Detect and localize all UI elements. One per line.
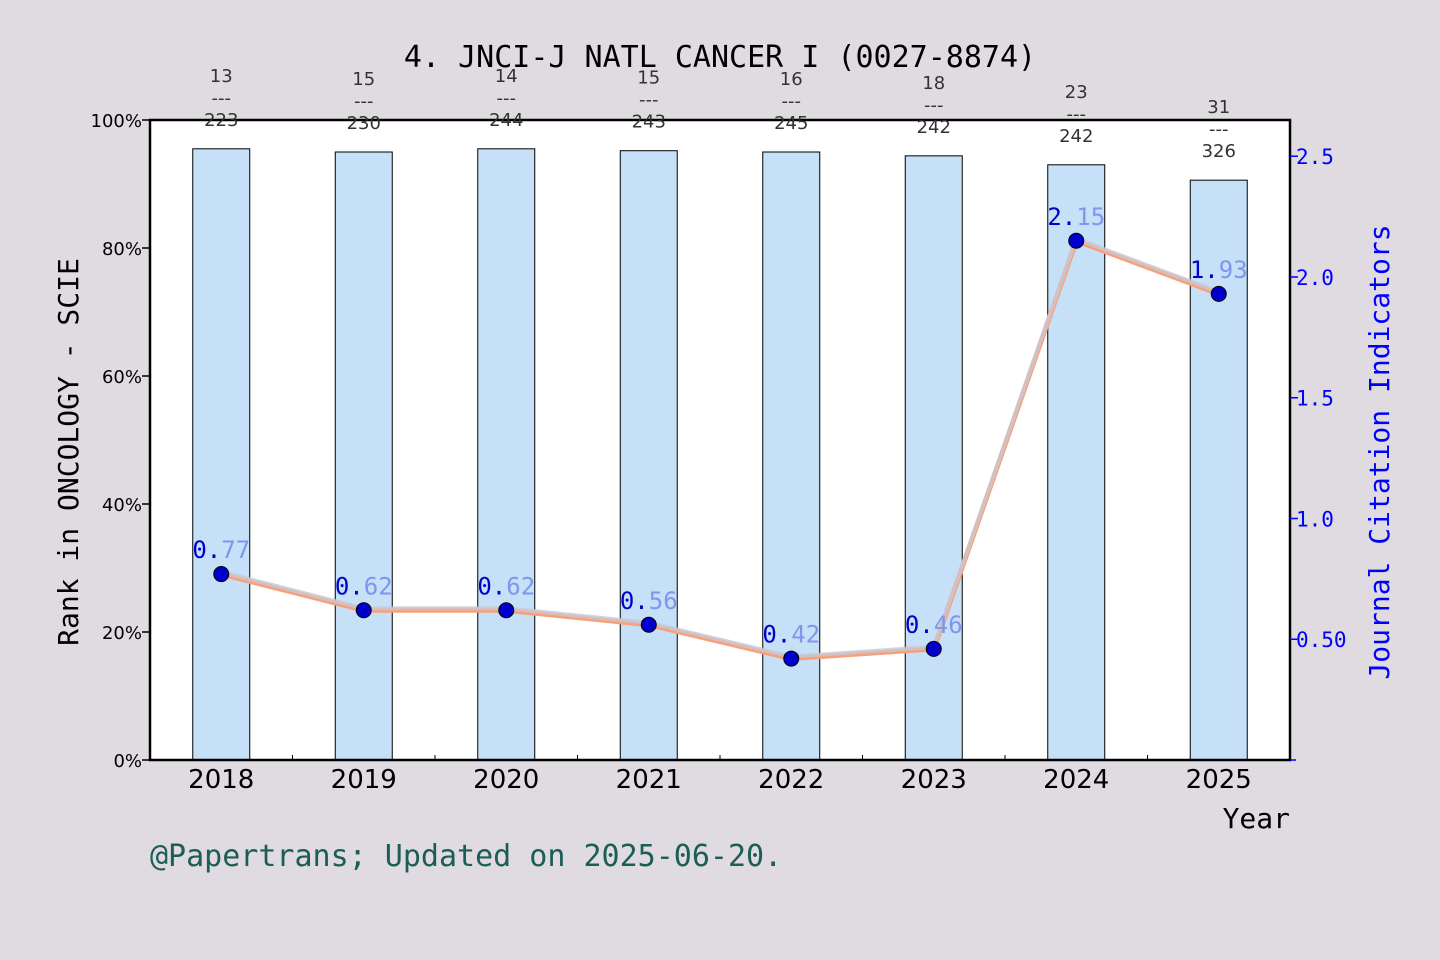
rank-label: 230 (347, 113, 381, 134)
right-tick-label: 1.0 (1296, 507, 1334, 531)
jci-value-label: 1.93 (1190, 256, 1248, 284)
jci-line-highlight (219, 236, 1221, 659)
rank-label: 15 (352, 69, 375, 90)
footer-credit: @Papertrans; Updated on 2025-06-20. (150, 839, 782, 874)
x-tick-label: 2018 (188, 765, 254, 795)
x-tick-label: 2022 (758, 765, 824, 795)
x-tick-label: 2021 (616, 765, 682, 795)
bars-layer (192, 148, 1248, 761)
x-tick-label: 2019 (331, 765, 397, 795)
line-layer (213, 232, 1227, 667)
rank-label: --- (212, 88, 232, 109)
bar-2018 (192, 148, 251, 761)
right-tick-label: 2.5 (1296, 145, 1334, 169)
left-tick-label: 20% (102, 623, 142, 644)
x-tick-label: 2020 (473, 765, 539, 795)
bar-2022 (762, 151, 821, 761)
rank-label: 31 (1207, 97, 1230, 118)
jci-value-label: 0.42 (762, 621, 820, 649)
left-tick-label: 100% (91, 111, 142, 132)
rank-label: --- (639, 90, 659, 111)
rank-label: --- (1209, 119, 1229, 140)
left-tick-label: 80% (102, 239, 142, 260)
bar-2023 (904, 155, 963, 761)
jci-marker-2021 (640, 616, 657, 633)
jci-marker-2018 (213, 566, 230, 583)
jci-value-label: 0.62 (335, 572, 393, 600)
chart-title: 4. JNCI-J NATL CANCER I (0027-8874) (404, 40, 1036, 75)
rank-label: 243 (632, 112, 666, 133)
jci-value-label: 0.46 (905, 611, 963, 639)
plot-area (150, 120, 1290, 760)
x-tick-label: 2025 (1186, 765, 1252, 795)
right-tick-label: 2.0 (1296, 266, 1334, 290)
x-tick-label: 2023 (901, 765, 967, 795)
right-axis: 0.50 1.0 1.5 2.0 2.5 (1290, 145, 1347, 761)
bar-2025 (1189, 179, 1248, 761)
value-labels: 0.77 0.62 0.62 0.56 0.42 0.46 2.15 1.93 (192, 203, 1247, 649)
y-axis-right-title: Journal Citation Indicators (1363, 224, 1396, 679)
jci-marker-2022 (783, 650, 800, 667)
jci-marker-2025 (1210, 285, 1227, 302)
rank-label: 23 (1065, 82, 1088, 103)
rank-label: 326 (1202, 141, 1236, 162)
jci-marker-2020 (498, 602, 515, 619)
jci-value-label: 2.15 (1047, 203, 1105, 231)
left-tick-label: 60% (102, 367, 142, 388)
rank-label: 14 (495, 66, 518, 87)
rank-label: --- (924, 95, 944, 116)
rank-label: --- (354, 91, 374, 112)
left-tick-label: 40% (102, 495, 142, 516)
right-tick-label: 1.5 (1296, 387, 1334, 411)
jci-marker-2024 (1068, 232, 1085, 249)
rank-label: 242 (917, 117, 951, 138)
y-axis-left-title: Rank in ONCOLOGY - SCIE (52, 258, 85, 646)
rank-label: --- (1067, 104, 1087, 125)
left-tick-label: 0% (113, 751, 142, 772)
rank-label: 245 (774, 113, 808, 134)
rank-label: 223 (204, 110, 238, 131)
x-axis-title: Year (1223, 802, 1290, 835)
bar-2019 (334, 151, 393, 761)
jci-value-label: 0.77 (192, 536, 250, 564)
rank-label: 18 (922, 73, 945, 94)
jci-marker-2023 (925, 640, 942, 657)
bar-2021 (619, 150, 678, 761)
rank-label: 242 (1059, 126, 1093, 147)
rank-label: 13 (210, 66, 233, 87)
rank-labels: 13---22315---23014---24415---24316---245… (204, 66, 1236, 162)
jci-value-label: 0.62 (477, 572, 535, 600)
rank-label: 15 (637, 68, 660, 89)
rank-label: --- (782, 91, 802, 112)
left-axis: 0% 20% 40% 60% 80% 100% (91, 111, 150, 772)
rank-label: 244 (489, 110, 523, 131)
rank-label: 16 (780, 69, 803, 90)
rank-label: --- (497, 88, 517, 109)
x-tick-label: 2024 (1043, 765, 1109, 795)
jci-value-label: 0.56 (620, 587, 678, 615)
jci-marker-2019 (355, 602, 372, 619)
bar-2020 (477, 148, 536, 761)
right-tick-label: 0.50 (1296, 628, 1347, 652)
bar-2024 (1047, 164, 1106, 761)
x-axis: 2018 2019 2020 2021 2022 2023 2024 2025 (188, 755, 1252, 795)
